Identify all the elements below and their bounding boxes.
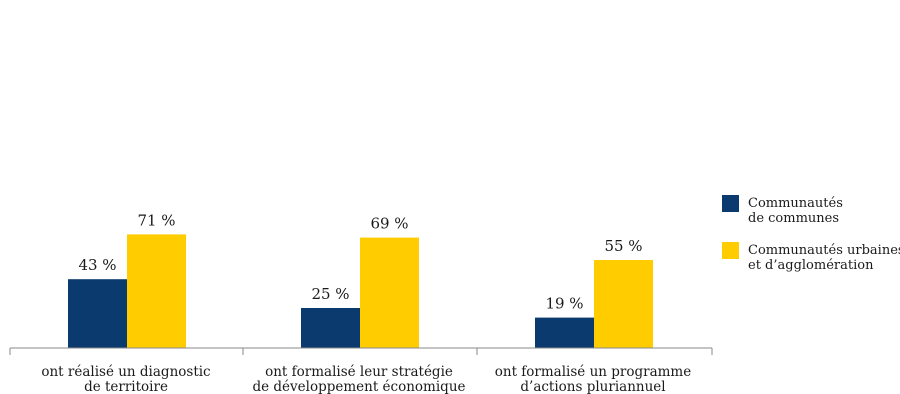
category-label-2-line-1: ont formalisé leur stratégie	[265, 364, 453, 380]
legend-swatch-series2	[722, 242, 739, 259]
category-label-3-line-1: ont formalisé un programme	[495, 364, 691, 380]
bar-series1-3	[535, 317, 594, 348]
category-label-1-line-1: ont réalisé un diagnostic	[41, 364, 210, 380]
bar-series2-2	[360, 237, 419, 348]
legend-label-series2-line-1: Communautés urbaines	[748, 243, 900, 258]
category-label-1-line-2: de territoire	[84, 379, 168, 394]
bar-series1-1	[68, 279, 127, 348]
legend-label-series1-line-2: de communes	[748, 211, 839, 226]
bar-series2-3	[594, 260, 653, 348]
value-label-series1-1: 43 %	[78, 256, 116, 274]
bars-group	[68, 234, 653, 348]
value-label-series2-3: 55 %	[604, 237, 642, 255]
x-axis	[9, 347, 713, 355]
legend-label-series2-line-2: et d’agglomération	[748, 258, 874, 273]
value-label-series1-2: 25 %	[311, 285, 349, 303]
category-label-3-line-2: d’actions pluriannuel	[520, 379, 665, 394]
legend-label-series1-line-1: Communautés	[748, 196, 843, 211]
value-label-series2-2: 69 %	[370, 215, 408, 233]
bar-series1-2	[301, 308, 360, 348]
category-label-2-line-2: de développement économique	[252, 379, 465, 394]
value-label-series2-1: 71 %	[137, 211, 175, 229]
value-label-series1-3: 19 %	[545, 295, 583, 313]
value-labels-group: 43 % 25 % 19 % 71 % 69 % 55 %	[78, 211, 642, 312]
bar-series2-1	[127, 234, 186, 348]
legend-swatch-series1	[722, 195, 739, 212]
